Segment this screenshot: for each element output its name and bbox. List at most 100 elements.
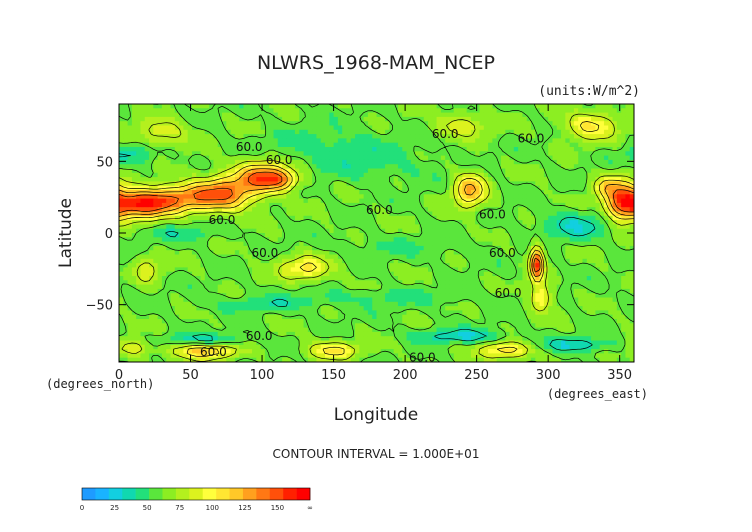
field-cell [355, 112, 360, 118]
field-cell [350, 112, 356, 118]
field-cell [260, 125, 266, 131]
field-cell [372, 250, 377, 255]
field-cell [166, 121, 171, 126]
field-cell [131, 181, 137, 187]
field-cell [428, 276, 433, 281]
field-cell [355, 241, 360, 247]
field-cell [350, 194, 356, 199]
field-cell [363, 220, 369, 225]
field-cell [372, 224, 377, 230]
field-cell [217, 245, 223, 251]
field-cell [179, 172, 184, 178]
field-cell [290, 280, 296, 285]
field-cell [161, 245, 167, 251]
field-cell [612, 258, 618, 264]
field-cell [518, 147, 523, 152]
field-cell [406, 224, 412, 230]
field-cell [415, 202, 420, 208]
field-cell [234, 159, 240, 165]
field-cell [123, 241, 128, 247]
field-cell [213, 181, 219, 187]
field-cell [492, 233, 498, 238]
field-cell [569, 211, 575, 217]
field-cell [149, 215, 154, 221]
field-cell [466, 207, 472, 212]
field-cell [548, 142, 553, 148]
field-cell [273, 241, 279, 247]
field-cell [612, 254, 618, 260]
field-cell [123, 125, 128, 131]
field-cell [582, 276, 588, 281]
field-cell [217, 185, 223, 191]
field-cell [415, 271, 420, 277]
field-cell [269, 121, 274, 126]
field-cell [243, 280, 249, 285]
field-cell [423, 121, 429, 126]
field-cell [359, 155, 365, 161]
field-cell [213, 112, 219, 118]
field-cell [552, 194, 558, 199]
field-cell [500, 190, 506, 195]
field-cell [526, 185, 532, 191]
field-cell [616, 233, 622, 238]
field-cell [333, 194, 339, 199]
field-cell [406, 108, 412, 113]
field-cell [200, 181, 206, 187]
field-cell [586, 263, 592, 268]
field-cell [170, 125, 176, 131]
field-cell [144, 215, 150, 221]
field-cell [183, 224, 189, 230]
field-cell [174, 271, 180, 277]
field-cell [578, 138, 583, 144]
field-cell [569, 198, 575, 204]
field-cell [209, 224, 214, 230]
field-cell [136, 198, 141, 204]
field-cell [269, 155, 274, 161]
field-cell [419, 202, 425, 208]
field-cell [462, 116, 468, 122]
field-cell [578, 177, 583, 182]
field-cell [367, 168, 373, 174]
field-cell [157, 280, 163, 285]
field-cell [312, 250, 317, 255]
field-cell [282, 116, 287, 122]
field-cell [234, 155, 240, 161]
field-cell [226, 207, 231, 212]
field-cell [136, 271, 141, 277]
field-cell [320, 202, 326, 208]
field-cell [179, 134, 184, 139]
field-cell [273, 121, 279, 126]
field-cell [256, 224, 262, 230]
field-cell [149, 181, 154, 187]
field-cell [264, 121, 270, 126]
field-cell [595, 142, 601, 148]
field-cell [252, 164, 257, 169]
field-cell [436, 258, 442, 264]
field-cell [372, 241, 377, 247]
field-cell [586, 215, 592, 221]
field-cell [543, 177, 549, 182]
field-cell [458, 164, 463, 169]
field-cell [445, 129, 450, 135]
field-cell [170, 121, 176, 126]
field-cell [282, 112, 287, 118]
field-cell [333, 116, 339, 122]
field-cell [380, 198, 386, 204]
field-cell [174, 254, 180, 260]
field-cell [561, 138, 566, 144]
field-cell [367, 181, 373, 187]
field-cell [462, 125, 468, 131]
field-cell [436, 125, 442, 131]
field-cell [131, 194, 137, 199]
field-cell [166, 254, 171, 260]
field-cell [136, 258, 141, 264]
field-cell [363, 245, 369, 251]
field-cell [621, 190, 626, 195]
field-cell [247, 177, 253, 182]
field-cell [380, 194, 386, 199]
field-cell [307, 181, 313, 187]
field-cell [157, 116, 163, 122]
field-cell [492, 245, 498, 251]
field-cell [119, 108, 124, 113]
field-cell [213, 159, 219, 165]
